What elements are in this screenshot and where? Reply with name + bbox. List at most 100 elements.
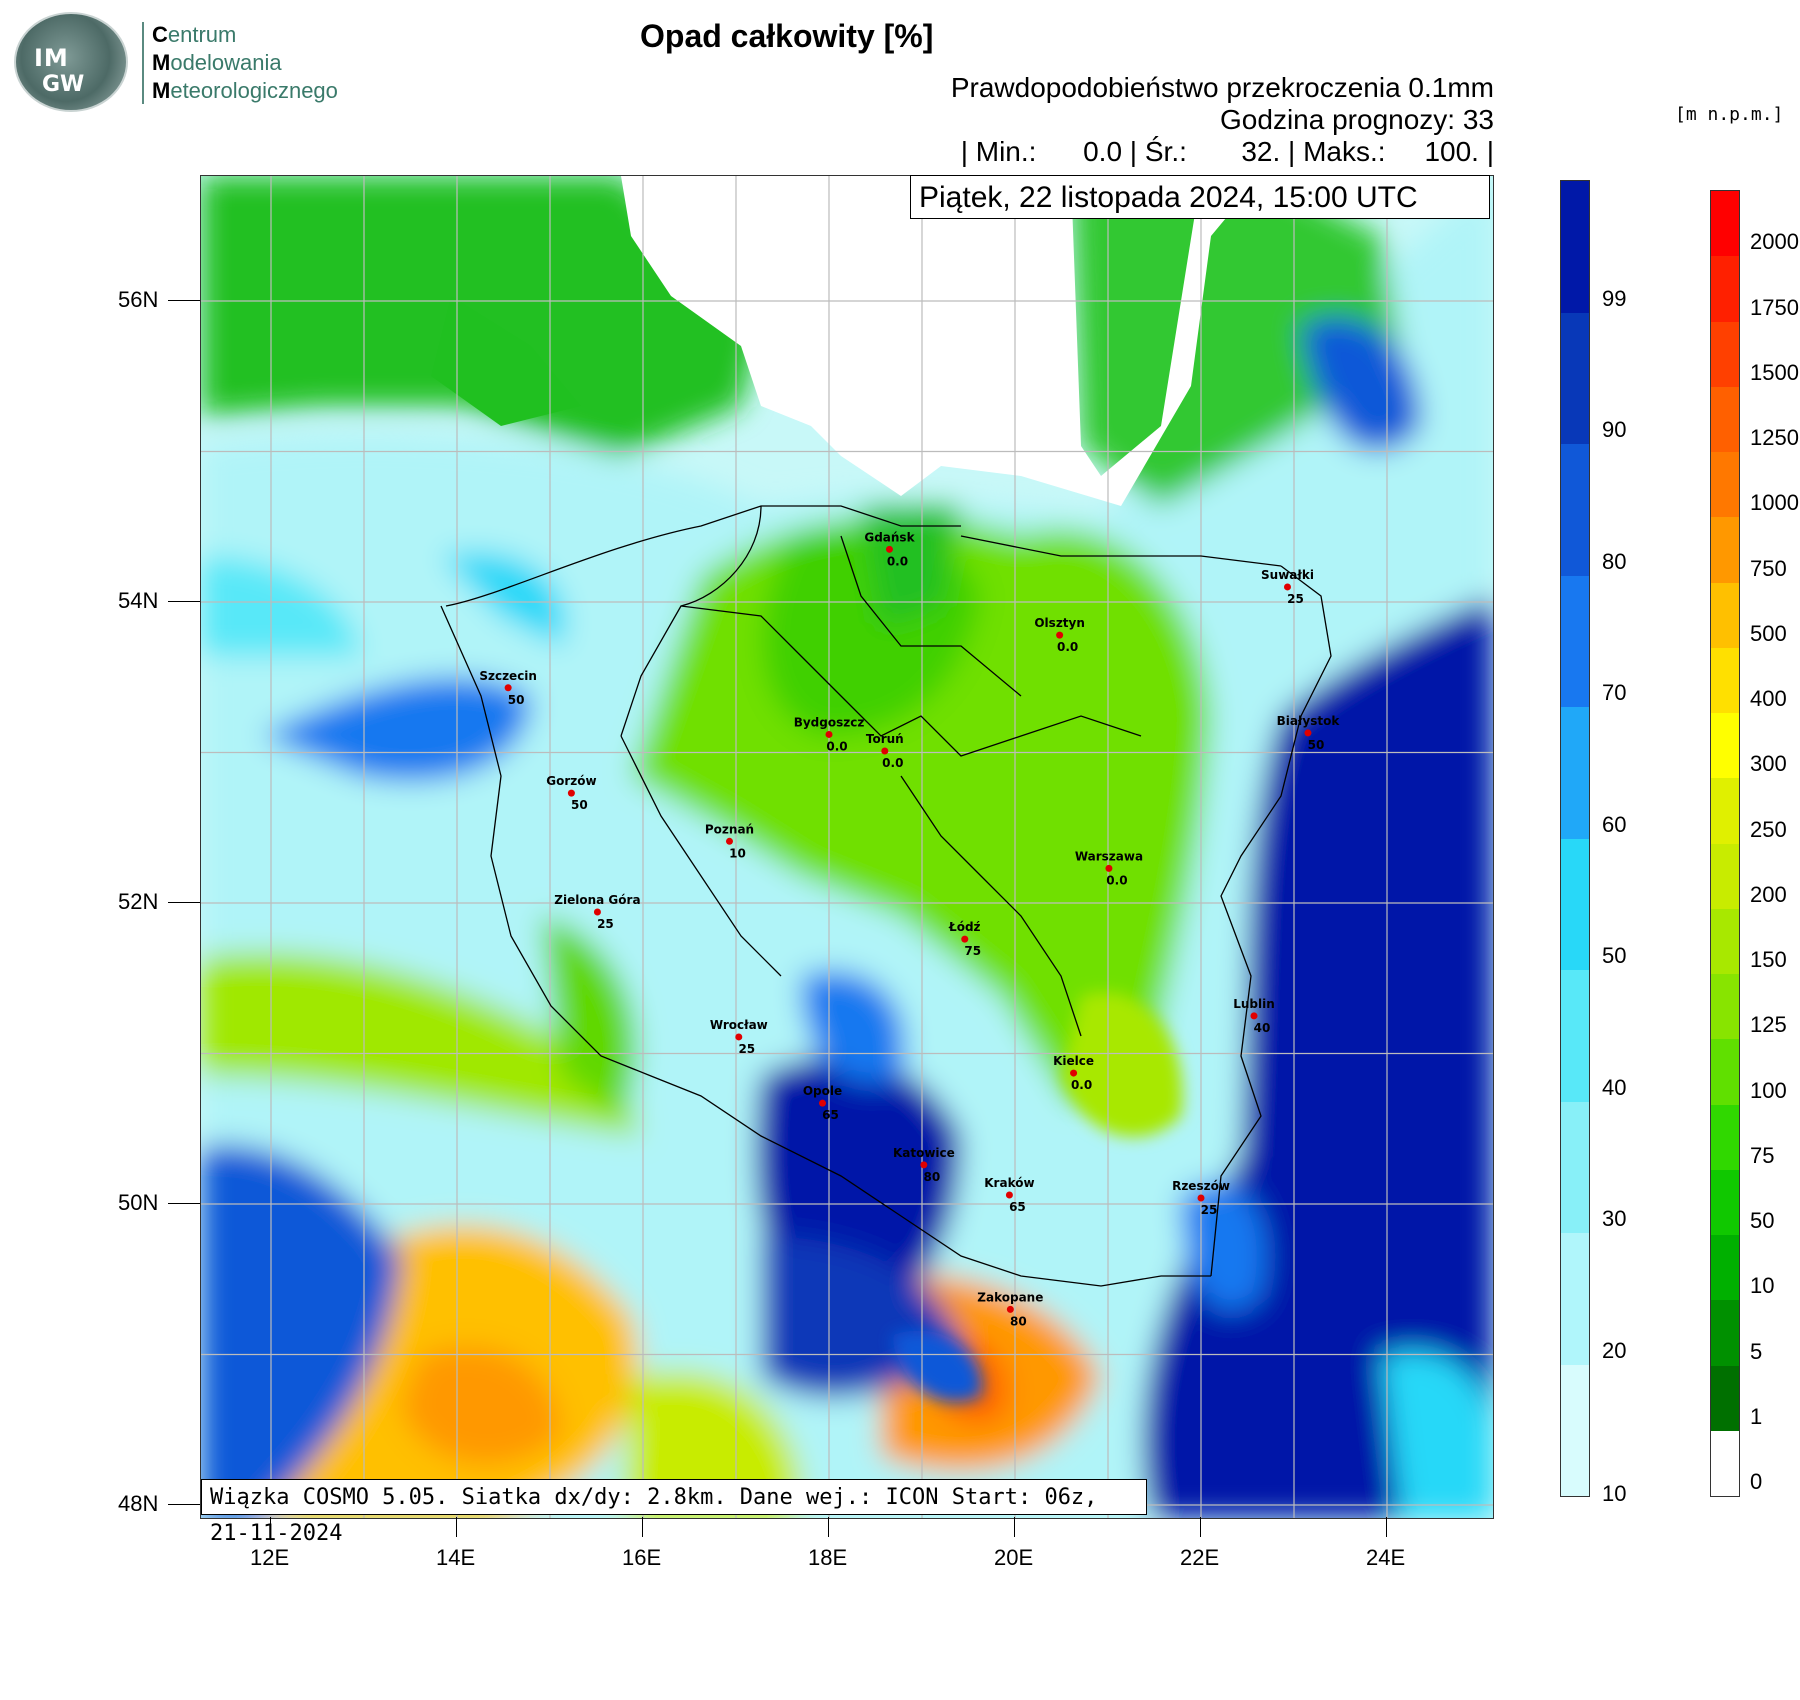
height-colorbar	[1710, 190, 1740, 1497]
city-value: 25	[1201, 1203, 1218, 1217]
city-value: 25	[738, 1042, 755, 1056]
city-value: 80	[924, 1170, 941, 1184]
city-marker: Gdańsk 0.0	[864, 530, 915, 568]
probability-scale-label: 80	[1602, 548, 1627, 574]
cities-layer: Gdańsk0.0Suwałki25Olsztyn0.0Szczecin50Bi…	[479, 530, 1340, 1328]
latitude-label: 48N	[118, 1491, 159, 1516]
city-dot	[1005, 1191, 1013, 1199]
longitude-label: 18E	[808, 1545, 848, 1570]
city-value: 0.0	[1106, 873, 1127, 887]
city-value: 0.0	[882, 756, 903, 770]
longitude-tick	[270, 1517, 271, 1537]
height-unit-label: [m n.p.m.]	[1675, 104, 1784, 125]
city-marker: Katowice 80	[893, 1146, 955, 1184]
height-scale-label: 100	[1750, 1077, 1787, 1103]
city-dot	[1283, 583, 1291, 591]
city-value: 65	[822, 1108, 839, 1122]
city-dot	[593, 908, 601, 916]
latitude-tick	[168, 1203, 200, 1204]
longitude-label: 22E	[1180, 1545, 1220, 1570]
city-dot	[1197, 1194, 1205, 1202]
city-value: 65	[1009, 1200, 1026, 1214]
city-dot	[725, 837, 733, 845]
city-name: Warszawa	[1075, 849, 1143, 863]
province-line-4	[620, 735, 782, 977]
city-marker: Łódź 75	[948, 920, 981, 958]
city-marker: Poznań 10	[705, 822, 754, 860]
probability-colorbar	[1560, 180, 1590, 1497]
city-dot	[735, 1033, 743, 1041]
probability-color-step	[1561, 707, 1589, 840]
city-marker: Lublin 40	[1233, 997, 1275, 1035]
city-name: Zakopane	[977, 1290, 1043, 1304]
city-dot	[961, 935, 969, 943]
city-value: 0.0	[887, 554, 908, 568]
city-dot	[1250, 1012, 1258, 1020]
city-name: Wrocław	[710, 1018, 768, 1032]
height-color-step	[1711, 1169, 1739, 1236]
probability-scale-label: 90	[1602, 417, 1627, 442]
city-name: Opole	[803, 1084, 842, 1098]
height-scale-label: 400	[1750, 686, 1787, 711]
map-panel: Gdańsk 0.0 Suwałki 25 Olsztyn 0.0 Szczecin 50 Bi…	[200, 175, 1494, 1519]
probability-color-step	[1561, 444, 1589, 577]
city-dot	[885, 545, 893, 553]
longitude-label: 24E	[1366, 1545, 1406, 1570]
city-name: Katowice	[893, 1146, 955, 1160]
city-value: 50	[508, 693, 525, 707]
city-name: Zielona Góra	[554, 893, 640, 907]
height-scale-label: 2000	[1750, 229, 1799, 255]
height-color-step	[1711, 517, 1739, 584]
latitude-label: 50N	[118, 1190, 159, 1215]
province-line-2	[680, 605, 1142, 757]
city-name: Szczecin	[479, 669, 537, 683]
height-color-step	[1711, 1039, 1739, 1106]
height-color-step	[1711, 1430, 1739, 1497]
probability-color-step	[1561, 181, 1589, 314]
city-marker: Wrocław 25	[710, 1018, 768, 1056]
logo-letters-bottom: GW	[42, 72, 85, 97]
city-marker: Zakopane 80	[977, 1290, 1043, 1328]
probability-color-step	[1561, 1364, 1589, 1497]
province-line-3	[840, 535, 1022, 697]
city-dot	[920, 1161, 928, 1169]
height-color-step	[1711, 582, 1739, 649]
coast-line	[445, 505, 961, 607]
city-name: Suwałki	[1261, 568, 1314, 582]
city-marker: Kraków 65	[984, 1176, 1034, 1214]
height-scale-label: 1750	[1750, 294, 1799, 320]
longitude-tick	[828, 1517, 829, 1537]
height-color-step	[1711, 191, 1739, 258]
probability-scale-label: 99	[1602, 285, 1627, 311]
height-color-step	[1711, 386, 1739, 453]
longitude-tick	[1200, 1517, 1201, 1537]
city-name: Poznań	[705, 822, 754, 836]
imgw-emblem: IM GW	[14, 12, 128, 112]
height-color-step	[1711, 1365, 1739, 1432]
height-scale-label: 1500	[1750, 359, 1799, 385]
north-border	[960, 535, 1282, 567]
city-value: 25	[597, 917, 614, 931]
city-name: Kielce	[1053, 1054, 1094, 1068]
threshold-line: Prawdopodobieństwo przekroczenia 0.1mm	[950, 72, 1494, 103]
city-marker: Szczecin 50	[479, 669, 537, 707]
footer-info: Wiązka COSMO 5.05. Siatka dx/dy: 2.8km. …	[201, 1479, 1147, 1546]
latitude-tick	[168, 601, 200, 602]
city-name: Białystok	[1277, 714, 1341, 728]
height-color-step	[1711, 974, 1739, 1041]
city-dot	[881, 747, 889, 755]
height-color-step	[1711, 452, 1739, 519]
probability-color-step	[1561, 1233, 1589, 1366]
city-name: Łódź	[948, 920, 981, 934]
probability-color-step	[1561, 1101, 1589, 1234]
height-color-step	[1711, 256, 1739, 323]
height-scale-label: 1000	[1750, 490, 1799, 516]
longitude-label: 16E	[622, 1545, 662, 1570]
latitude-tick	[168, 1504, 200, 1505]
height-scale-label: 5	[1750, 1338, 1763, 1364]
height-color-step	[1711, 778, 1739, 845]
city-name: Bydgoszcz	[794, 715, 865, 729]
probability-scale-label: 70	[1602, 680, 1627, 705]
date-box: Piątek, 22 listopada 2024, 15:00 UTC	[910, 175, 1490, 219]
city-marker: Opole 65	[803, 1084, 842, 1122]
